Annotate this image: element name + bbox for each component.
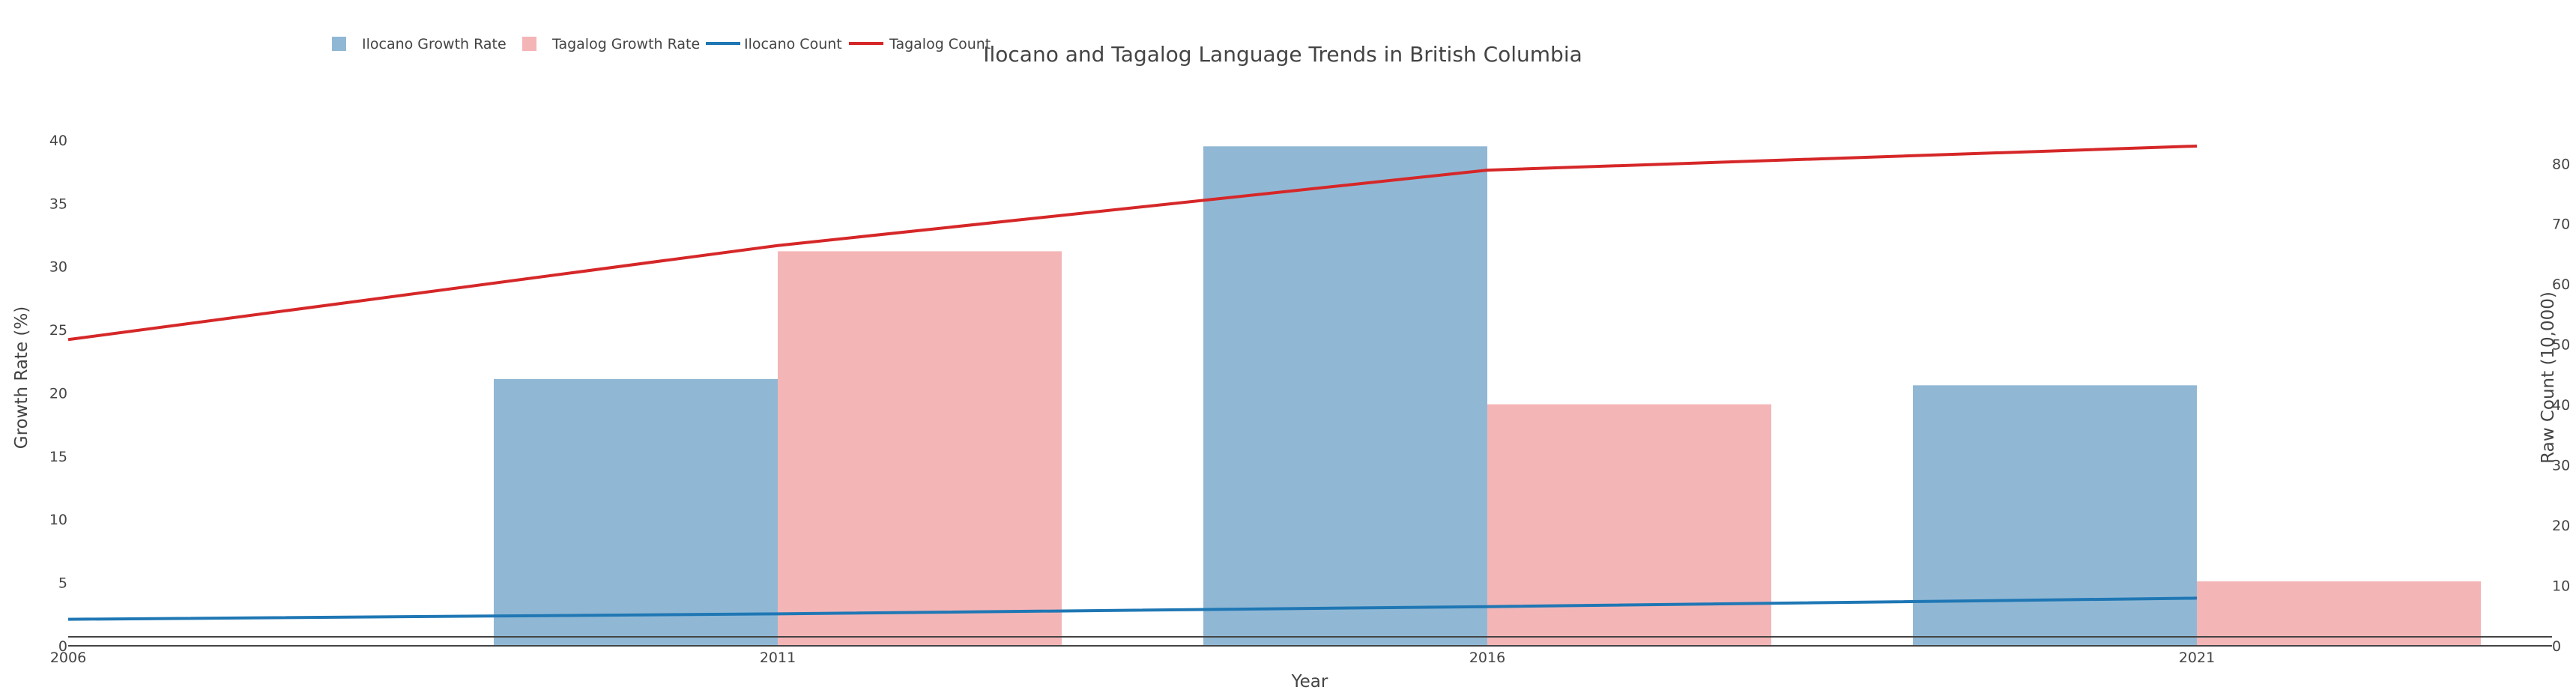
bar-tagalog-growth-rate-2011 [778, 251, 1062, 646]
bars-layer [494, 146, 2481, 646]
y-tick-label: 5 [58, 575, 67, 592]
y2-tick-label: 10 [2552, 578, 2570, 595]
legend-swatch-tagalog-growth-rate [522, 37, 536, 51]
y2-tick-label: 60 [2552, 276, 2570, 293]
axes-layer: 0 5 10 15 20 25 30 35 40 0 10 20 30 40 50 60 70 80 2006 201… [49, 133, 2570, 666]
y-tick-label: 15 [49, 449, 67, 465]
line-ilocano-count [67, 596, 2198, 621]
x-tick-label: 2021 [2179, 650, 2215, 666]
x-tick-label: 2006 [50, 650, 86, 666]
bar-tagalog-growth-rate-2016 [1487, 404, 1771, 646]
y-tick-label: 20 [49, 385, 67, 402]
y-tick-label: 35 [49, 196, 67, 212]
y2-tick-label: 30 [2552, 458, 2570, 474]
y2-tick-label: 0 [2552, 638, 2561, 655]
legend-label-ilocano-growth-rate: Ilocano Growth Rate [362, 36, 507, 52]
y-tick-label: 25 [49, 322, 67, 339]
y-tick-label: 10 [49, 512, 67, 528]
x-axis-title: Year [1291, 672, 1328, 692]
x-tick-label: 2011 [760, 650, 796, 666]
legend-label-ilocano-count: Ilocano Count [744, 36, 842, 52]
bar-ilocano-growth-rate-2016 [1203, 146, 1487, 646]
legend-label-tagalog-growth-rate: Tagalog Growth Rate [551, 36, 700, 52]
lines-layer [67, 144, 2198, 621]
line-tagalog-count [67, 144, 2198, 342]
y2-tick-label: 50 [2552, 337, 2570, 354]
bar-ilocano-growth-rate-2011 [494, 378, 778, 646]
legend-label-tagalog-count: Tagalog Count [889, 36, 991, 52]
legend-swatch-ilocano-growth-rate [332, 37, 346, 51]
y2-tick-label: 40 [2552, 397, 2570, 414]
y2-tick-label: 80 [2552, 156, 2570, 172]
x-tick-label: 2016 [1469, 650, 1505, 666]
bar-ilocano-growth-rate-2021 [1913, 385, 2197, 646]
chart-title: Ilocano and Tagalog Language Trends in B… [983, 42, 1582, 67]
y-tick-label: 30 [49, 259, 67, 276]
y-tick-label: 0 [58, 638, 67, 655]
y-tick-label: 40 [49, 133, 67, 149]
y2-tick-label: 70 [2552, 217, 2570, 233]
y2-tick-label: 20 [2552, 518, 2570, 534]
y2-axis-title: Raw Count (10,000) [2539, 291, 2558, 464]
y-axis-title: Growth Rate (%) [12, 306, 31, 449]
bar-tagalog-growth-rate-2021 [2197, 581, 2481, 646]
legend: Ilocano Growth Rate Tagalog Growth Rate Il… [332, 36, 991, 52]
